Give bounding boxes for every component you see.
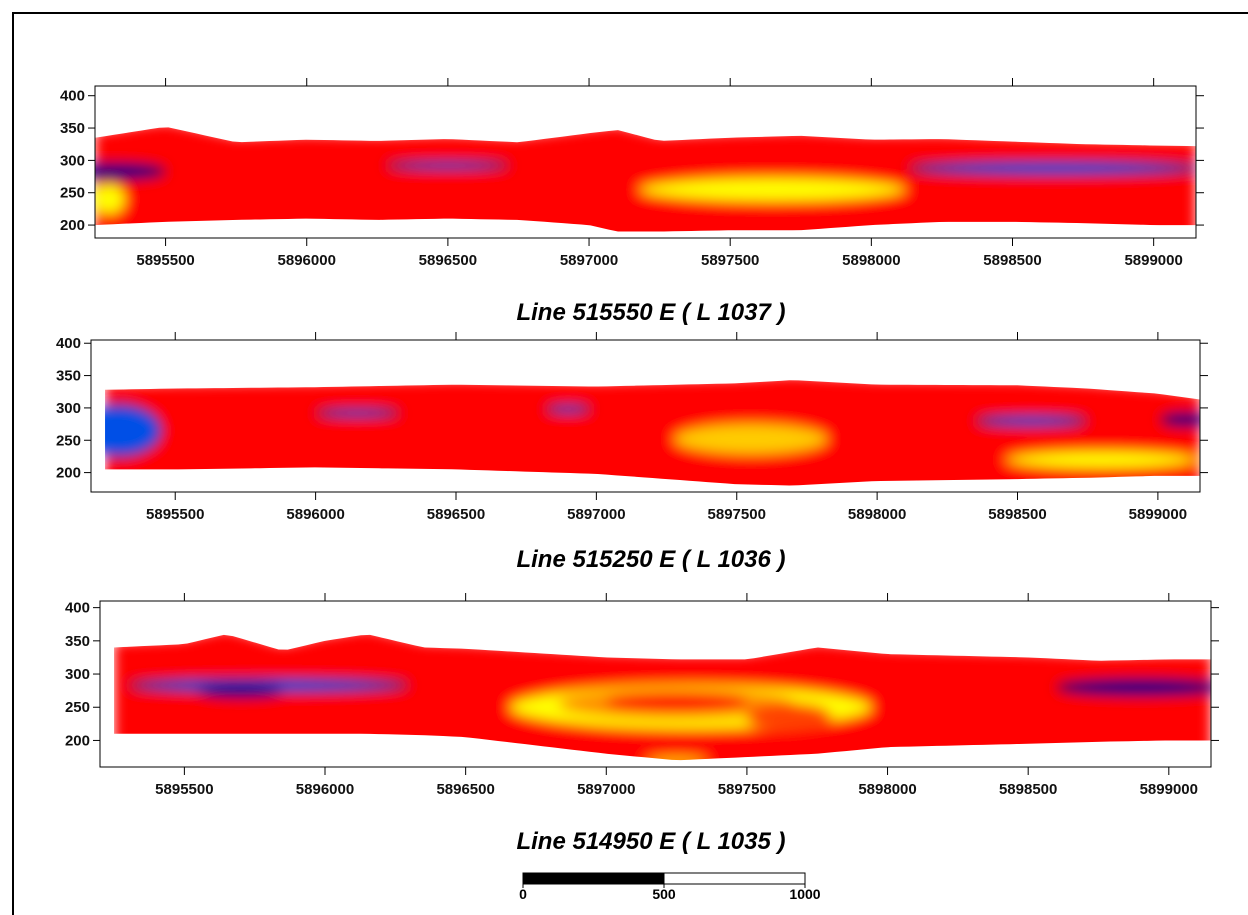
resistivity-band — [95, 127, 1196, 232]
resistor-anomaly — [637, 176, 909, 203]
resistor-anomaly — [642, 756, 711, 761]
y-tick-label: 300 — [56, 400, 81, 417]
y-tick-label: 350 — [56, 368, 81, 385]
section-panel-1: 5895500 5896000 5896500 5897000 5897500 58980… — [60, 78, 1204, 326]
resistor-anomaly — [1003, 449, 1200, 470]
x-tick-label: 5896500 — [419, 252, 477, 269]
plot-frame — [99, 600, 1212, 768]
resistor-anomaly — [746, 703, 832, 731]
y-tick-label: 250 — [65, 699, 90, 716]
conductor-anomaly — [105, 404, 162, 457]
x-tick-label: 5895500 — [136, 252, 194, 269]
conductor-anomaly — [545, 405, 591, 414]
section-title: Line 515250 E ( L 1036 ) — [516, 546, 785, 573]
x-tick-label: 5898000 — [858, 781, 916, 798]
conductor-anomaly — [128, 678, 410, 692]
conductor-anomaly — [975, 415, 1088, 427]
conductor-anomaly — [198, 684, 283, 698]
x-tick-label: 5895500 — [155, 781, 213, 798]
x-tick-label: 5896500 — [427, 506, 485, 523]
x-tick-label: 5898500 — [988, 506, 1046, 523]
x-tick-label: 5899000 — [1140, 781, 1198, 798]
conductor-anomaly — [95, 163, 166, 180]
x-tick-label: 5896500 — [436, 781, 494, 798]
x-tick-label: 5895500 — [146, 506, 204, 523]
x-tick-label: 5898000 — [842, 252, 900, 269]
figure-frame — [12, 12, 1248, 915]
y-tick-label: 400 — [60, 88, 85, 105]
resistor-anomaly — [606, 693, 747, 710]
y-tick-label: 400 — [65, 600, 90, 617]
section-title: Line 515550 E ( L 1037 ) — [516, 299, 785, 326]
scale-bar-segment-dark — [522, 872, 665, 885]
x-tick-label: 5898500 — [983, 252, 1041, 269]
y-tick-label: 200 — [56, 465, 81, 482]
scale-bar: 0 500 1000 — [519, 872, 821, 902]
y-tick-label: 300 — [60, 152, 85, 169]
x-tick-label: 5897000 — [560, 252, 618, 269]
scale-bar-label: 1000 — [789, 886, 820, 902]
plot-frame — [90, 339, 1201, 493]
section-panel-3: 5895500 5896000 5896500 5897000 5897500 58980… — [65, 593, 1219, 855]
y-tick-label: 250 — [60, 185, 85, 202]
y-tick-label: 200 — [60, 217, 85, 234]
resistor-anomaly — [672, 422, 830, 456]
y-tick-label: 250 — [56, 432, 81, 449]
y-tick-label: 350 — [65, 633, 90, 650]
conductor-anomaly — [908, 161, 1196, 175]
x-tick-label: 5898500 — [999, 781, 1057, 798]
section-title: Line 514950 E ( L 1035 ) — [516, 828, 785, 855]
scale-bar-label: 0 — [519, 886, 527, 902]
resistor-anomaly — [95, 183, 127, 216]
scale-bar-segment-light — [663, 872, 806, 885]
y-tick-label: 300 — [65, 666, 90, 683]
section-panel-2: 5895500 5896000 5896500 5897000 5897500 58980… — [56, 332, 1208, 573]
x-tick-label: 5897000 — [577, 781, 635, 798]
y-tick-label: 350 — [60, 120, 85, 137]
x-tick-label: 5899000 — [1124, 252, 1182, 269]
conductor-anomaly — [315, 409, 400, 418]
x-tick-label: 5897500 — [708, 506, 766, 523]
conductor-anomaly — [385, 161, 510, 170]
scale-bar-label: 500 — [652, 886, 676, 902]
y-tick-label: 400 — [56, 335, 81, 352]
x-tick-label: 5897500 — [701, 252, 759, 269]
x-tick-label: 5896000 — [278, 252, 336, 269]
plot-frame — [94, 85, 1197, 239]
x-tick-label: 5899000 — [1129, 506, 1187, 523]
x-tick-label: 5898000 — [848, 506, 906, 523]
conductor-anomaly — [1160, 413, 1201, 427]
x-tick-label: 5896000 — [286, 506, 344, 523]
x-tick-label: 5897500 — [718, 781, 776, 798]
x-tick-label: 5896000 — [296, 781, 354, 798]
conductor-anomaly — [1056, 679, 1212, 696]
y-tick-label: 200 — [65, 732, 90, 749]
x-tick-label: 5897000 — [567, 506, 625, 523]
